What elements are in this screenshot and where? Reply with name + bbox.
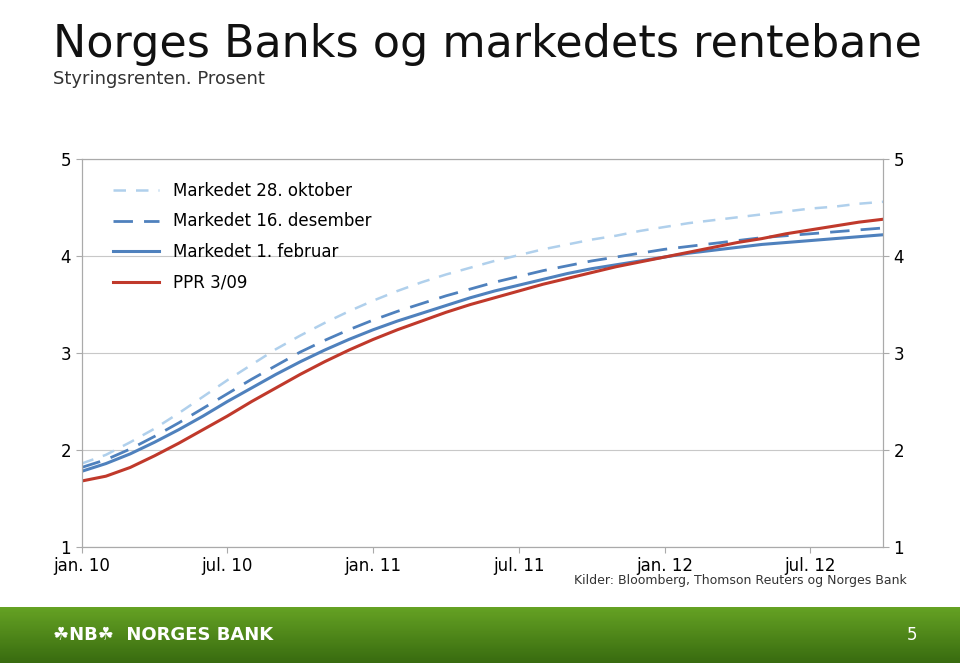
Text: Kilder: Bloomberg, Thomson Reuters og Norges Bank: Kilder: Bloomberg, Thomson Reuters og No… — [574, 573, 907, 587]
Legend: Markedet 28. oktober, Markedet 16. desember, Markedet 1. februar, PPR 3/09: Markedet 28. oktober, Markedet 16. desem… — [106, 175, 378, 298]
Bar — [0, 647, 960, 648]
Bar — [0, 637, 960, 638]
Bar — [0, 652, 960, 653]
Bar — [0, 656, 960, 658]
Bar — [0, 653, 960, 654]
Bar — [0, 639, 960, 640]
Bar — [0, 645, 960, 646]
Text: ☘NB☘  NORGES BANK: ☘NB☘ NORGES BANK — [53, 626, 273, 644]
Bar — [0, 625, 960, 626]
Bar — [0, 650, 960, 652]
Bar — [0, 635, 960, 636]
Bar — [0, 609, 960, 610]
Bar — [0, 611, 960, 613]
Bar — [0, 660, 960, 661]
Bar — [0, 626, 960, 627]
Bar — [0, 628, 960, 629]
Bar — [0, 629, 960, 631]
Bar — [0, 617, 960, 618]
Bar — [0, 615, 960, 616]
Bar — [0, 662, 960, 663]
Bar — [0, 620, 960, 621]
Bar — [0, 658, 960, 660]
Bar — [0, 619, 960, 620]
Bar — [0, 618, 960, 619]
Text: Styringsrenten. Prosent: Styringsrenten. Prosent — [53, 70, 265, 88]
Bar — [0, 631, 960, 633]
Bar — [0, 621, 960, 623]
Bar — [0, 633, 960, 634]
Bar — [0, 655, 960, 656]
Text: Norges Banks og markedets rentebane: Norges Banks og markedets rentebane — [53, 23, 922, 66]
Bar — [0, 648, 960, 650]
Bar — [0, 608, 960, 609]
Bar — [0, 627, 960, 628]
Bar — [0, 623, 960, 625]
Bar — [0, 607, 960, 608]
Bar — [0, 638, 960, 639]
Bar — [0, 616, 960, 617]
Bar — [0, 610, 960, 611]
Bar — [0, 636, 960, 637]
Bar — [0, 644, 960, 645]
Bar — [0, 661, 960, 662]
Bar — [0, 646, 960, 647]
Bar — [0, 640, 960, 642]
Text: 5: 5 — [906, 626, 917, 644]
Bar — [0, 634, 960, 635]
Bar — [0, 613, 960, 615]
Bar — [0, 642, 960, 644]
Bar — [0, 654, 960, 655]
